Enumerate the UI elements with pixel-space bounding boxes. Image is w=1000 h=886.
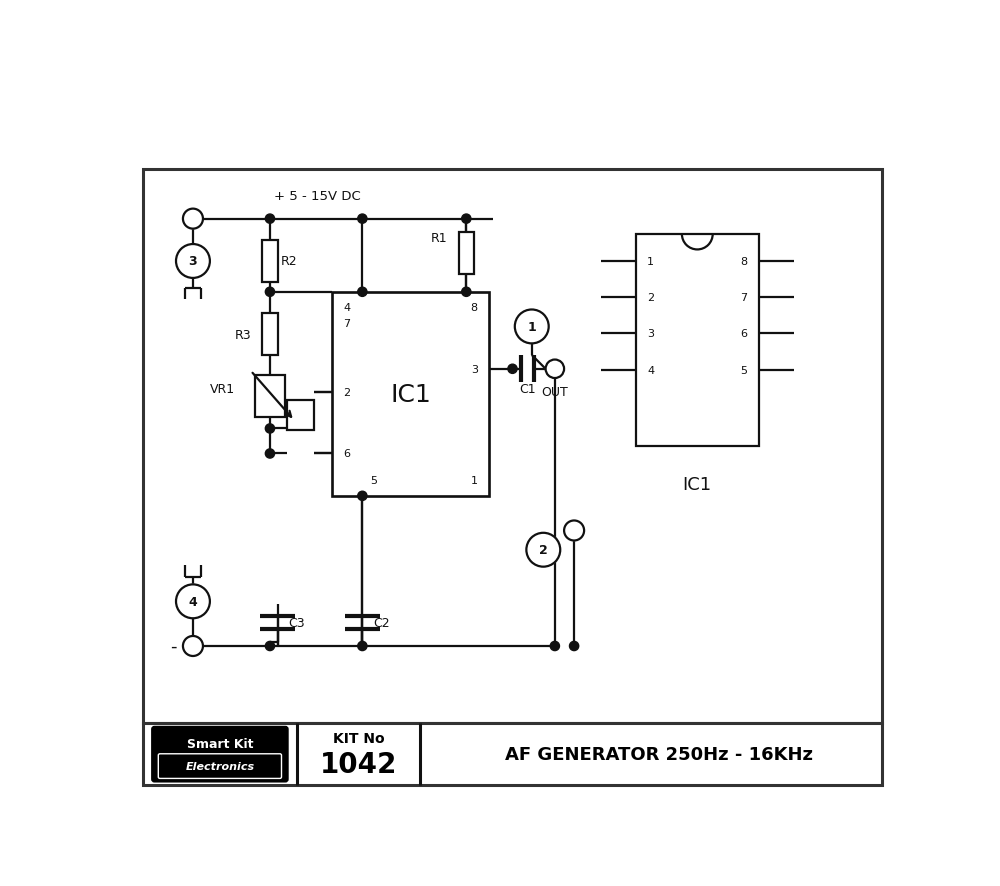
Circle shape <box>564 521 584 540</box>
Text: 1: 1 <box>527 321 536 333</box>
Text: 1: 1 <box>471 476 478 486</box>
Text: VR1: VR1 <box>210 382 235 395</box>
Text: C3: C3 <box>289 617 305 630</box>
Bar <box>636 235 759 447</box>
Circle shape <box>462 214 471 224</box>
Text: 5: 5 <box>740 365 747 375</box>
Text: OUT: OUT <box>541 386 568 399</box>
Text: C2: C2 <box>373 617 390 630</box>
Circle shape <box>265 449 275 459</box>
Circle shape <box>183 209 203 229</box>
Text: 4: 4 <box>343 303 350 313</box>
Text: 4: 4 <box>647 365 654 375</box>
Text: Electronics: Electronics <box>185 761 254 771</box>
Circle shape <box>526 533 560 567</box>
Text: R1: R1 <box>431 232 448 245</box>
Text: 7: 7 <box>740 293 747 303</box>
Circle shape <box>550 641 559 651</box>
Circle shape <box>358 214 367 224</box>
Text: 8: 8 <box>471 303 478 313</box>
Circle shape <box>569 641 579 651</box>
FancyBboxPatch shape <box>152 727 288 781</box>
Bar <box>262 314 278 356</box>
Text: Smart Kit: Smart Kit <box>187 737 253 750</box>
Bar <box>143 723 882 785</box>
Bar <box>143 169 882 723</box>
Circle shape <box>265 288 275 297</box>
Circle shape <box>462 288 471 297</box>
Text: 3: 3 <box>471 364 478 375</box>
Text: KIT No: KIT No <box>333 732 384 745</box>
Circle shape <box>265 641 275 651</box>
Text: 4: 4 <box>189 595 197 608</box>
Text: -: - <box>170 637 177 656</box>
Circle shape <box>265 424 275 433</box>
Circle shape <box>546 360 564 378</box>
Text: 3: 3 <box>189 255 197 268</box>
Text: 7: 7 <box>343 318 350 328</box>
Text: + 5 - 15V DC: + 5 - 15V DC <box>274 190 361 203</box>
Circle shape <box>183 636 203 657</box>
Circle shape <box>358 492 367 501</box>
Bar <box>255 375 285 417</box>
Bar <box>332 292 489 496</box>
Text: 8: 8 <box>740 257 747 267</box>
Text: 1: 1 <box>647 257 654 267</box>
Text: R3: R3 <box>235 328 251 341</box>
Text: 6: 6 <box>343 449 350 459</box>
Text: 6: 6 <box>740 329 747 339</box>
Circle shape <box>358 288 367 297</box>
Text: 3: 3 <box>647 329 654 339</box>
Circle shape <box>176 585 210 618</box>
Circle shape <box>358 641 367 651</box>
Text: 1042: 1042 <box>320 750 397 778</box>
Text: 2: 2 <box>539 544 548 556</box>
Text: IC1: IC1 <box>390 383 431 407</box>
FancyBboxPatch shape <box>158 754 282 779</box>
Circle shape <box>176 245 210 278</box>
Text: IC1: IC1 <box>683 476 712 494</box>
Text: 2: 2 <box>647 293 654 303</box>
Circle shape <box>508 365 517 374</box>
Text: C1: C1 <box>520 382 536 395</box>
Text: 5: 5 <box>370 476 377 486</box>
Bar <box>262 240 278 283</box>
Circle shape <box>265 214 275 224</box>
Bar <box>459 233 474 276</box>
Text: R2: R2 <box>281 255 298 268</box>
Text: 2: 2 <box>343 387 350 398</box>
Circle shape <box>515 310 549 344</box>
Bar <box>287 400 314 431</box>
Text: AF GENERATOR 250Hz - 16KHz: AF GENERATOR 250Hz - 16KHz <box>505 745 813 763</box>
